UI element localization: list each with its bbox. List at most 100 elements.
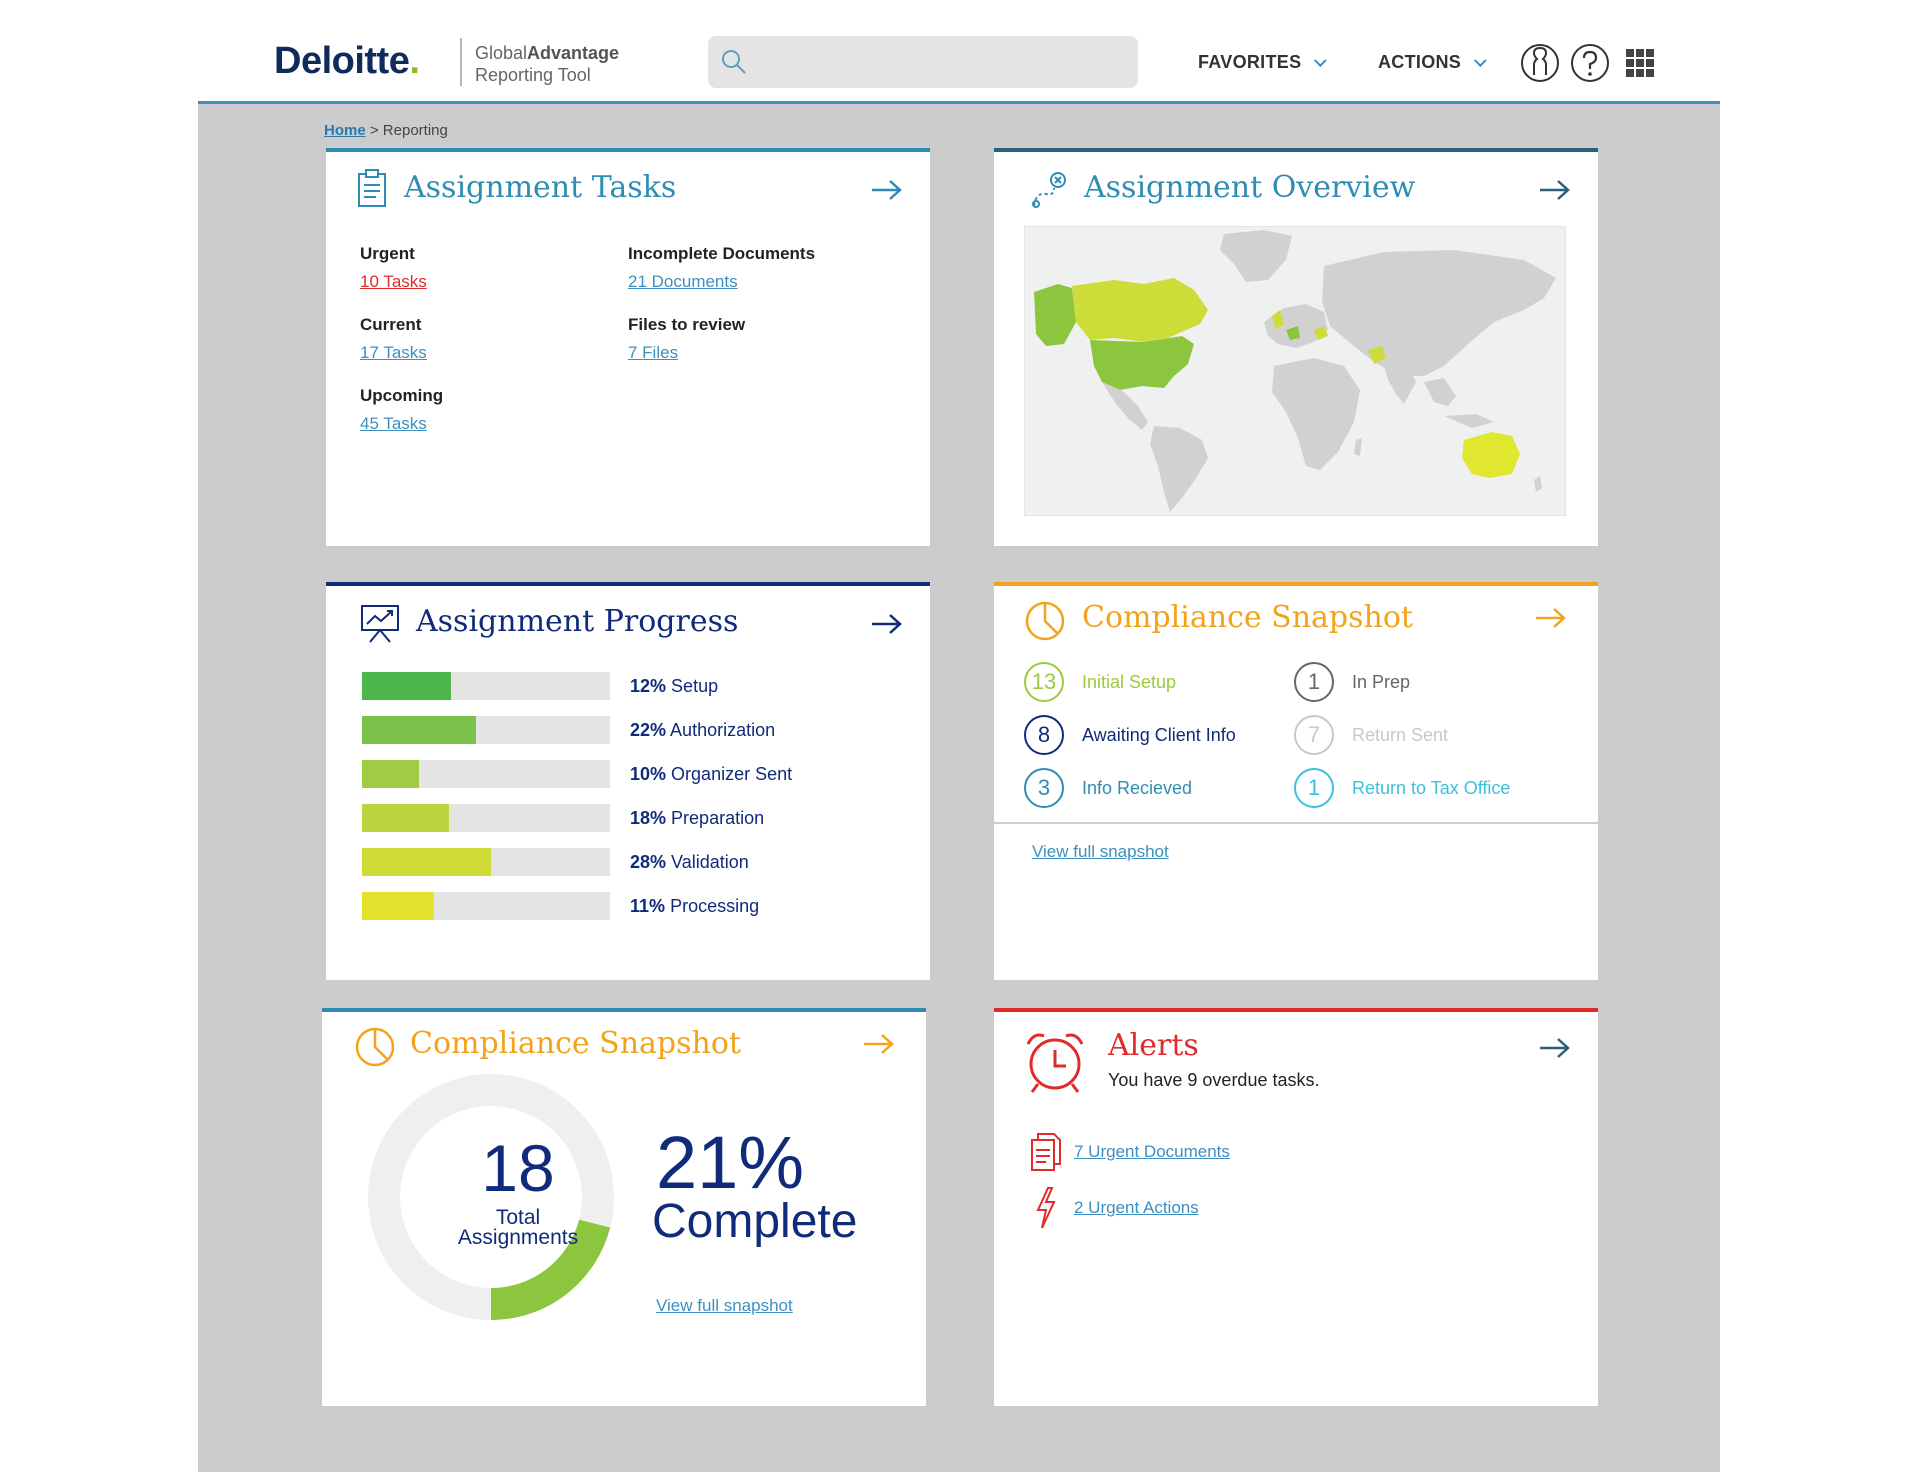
search-icon[interactable] (720, 48, 748, 76)
progress-percent: 18% (630, 808, 667, 828)
progress-stage: Preparation (671, 808, 765, 828)
status-label: Info Recieved (1082, 778, 1193, 798)
arrow-right-icon[interactable] (1538, 178, 1572, 202)
progress-percent: 12% (630, 676, 667, 696)
card-accent-bar (994, 582, 1598, 586)
status-count-badge: 1 (1294, 768, 1334, 808)
view-full-snapshot-link[interactable]: View full snapshot (656, 1296, 793, 1315)
percent-complete-label: Complete (652, 1195, 858, 1248)
card-title: Compliance Snapshot (410, 1026, 741, 1061)
percent-complete-value: 21% (656, 1121, 805, 1204)
favorites-menu[interactable]: FAVORITES (1198, 52, 1328, 73)
progress-label: 28% Validation (630, 852, 749, 873)
task-label-urgent: Urgent (360, 244, 415, 263)
user-profile-icon[interactable] (1520, 43, 1560, 83)
view-full-snapshot-link[interactable]: View full snapshot (1032, 842, 1169, 861)
arrow-right-icon[interactable] (862, 1032, 896, 1056)
alerts-message: You have 9 overdue tasks. (1108, 1070, 1320, 1090)
task-link-upcoming[interactable]: 45 Tasks (360, 414, 427, 433)
progress-label: 10% Organizer Sent (630, 764, 792, 785)
arrow-right-icon[interactable] (870, 612, 904, 636)
progress-bar-track (362, 804, 610, 832)
progress-percent: 10% (630, 764, 667, 784)
section-divider (994, 822, 1598, 824)
status-label: Return to Tax Office (1352, 778, 1511, 798)
logo-dot: . (409, 40, 420, 82)
assignment-tasks-card: Assignment Tasks Urgent 10 Tasks Current… (326, 148, 930, 546)
card-accent-bar (326, 582, 930, 586)
card-accent-bar (994, 148, 1598, 152)
actions-menu[interactable]: ACTIONS (1378, 52, 1487, 73)
task-link-documents[interactable]: 21 Documents (628, 272, 738, 291)
arrow-right-icon[interactable] (870, 178, 904, 202)
progress-label: 12% Setup (630, 676, 718, 697)
product-name-light: Global (475, 43, 528, 63)
product-subtitle: Reporting Tool (475, 65, 591, 85)
status-label: Return Sent (1352, 725, 1449, 745)
header-divider (460, 38, 462, 86)
assignment-overview-card: Assignment Overview (994, 148, 1598, 546)
breadcrumb: Home > Reporting (324, 122, 448, 139)
status-count-badge: 8 (1024, 715, 1064, 755)
pie-chart-icon (1025, 601, 1065, 641)
card-title: Alerts (1108, 1028, 1199, 1063)
compliance-snapshot-donut-card: Compliance Snapshot 18 Total Assignments… (322, 1008, 926, 1406)
progress-bar-track (362, 760, 610, 788)
total-label-line1: Total (495, 1206, 541, 1229)
progress-bar-fill (362, 672, 452, 700)
lightning-bolt-icon (1036, 1187, 1056, 1229)
dashboard-content: Home > Reporting Assignment Tasks Urgent… (198, 104, 1720, 1472)
arrow-right-icon[interactable] (1538, 1036, 1572, 1060)
card-title: Assignment Overview (1084, 170, 1416, 205)
progress-label: 11% Processing (630, 896, 759, 917)
chevron-down-icon (1474, 54, 1487, 68)
card-title: Assignment Tasks (404, 170, 677, 205)
presentation-chart-icon (361, 605, 399, 643)
progress-stage: Authorization (670, 720, 776, 740)
help-icon[interactable] (1570, 43, 1610, 83)
task-link-files[interactable]: 7 Files (628, 343, 679, 362)
task-label-upcoming: Upcoming (360, 386, 444, 405)
breadcrumb-home-link[interactable]: Home (324, 122, 366, 139)
progress-bar-track (362, 892, 610, 920)
task-label-incomplete-documents: Incomplete Documents (628, 244, 816, 263)
progress-bar-track (362, 672, 610, 700)
treasure-map-icon (1032, 172, 1066, 208)
progress-percent: 22% (630, 720, 667, 740)
progress-label: 18% Preparation (630, 808, 764, 829)
status-label: In Prep (1352, 672, 1411, 692)
status-count-badge: 13 (1024, 662, 1064, 702)
deloitte-logo[interactable]: Deloitte. (274, 40, 420, 83)
search-input[interactable] (756, 46, 1116, 78)
progress-bar-fill (362, 892, 434, 920)
total-label-line2: Assignments (457, 1226, 579, 1249)
arrow-right-icon[interactable] (1534, 606, 1568, 630)
product-name: GlobalAdvantage Reporting Tool (475, 42, 619, 86)
card-title: Assignment Progress (416, 604, 739, 639)
status-label: Awaiting Client Info (1082, 725, 1236, 745)
favorites-label: FAVORITES (1198, 52, 1302, 72)
world-map[interactable] (1024, 226, 1566, 516)
urgent-actions-link[interactable]: 2 Urgent Actions (1074, 1198, 1199, 1217)
card-accent-bar (322, 1008, 926, 1012)
urgent-documents-link[interactable]: 7 Urgent Documents (1074, 1142, 1230, 1161)
total-assignments-label: Total Assignments (418, 1206, 618, 1249)
donut-complete-segment (490, 1219, 611, 1320)
pie-chart-icon (355, 1027, 395, 1067)
task-link-urgent[interactable]: 10 Tasks (360, 272, 427, 291)
breadcrumb-separator: > (365, 122, 383, 139)
status-count-badge: 7 (1294, 715, 1334, 755)
card-title: Compliance Snapshot (1082, 600, 1413, 635)
progress-bar-track (362, 848, 610, 876)
card-accent-bar (994, 1008, 1598, 1012)
progress-stage: Organizer Sent (671, 764, 793, 784)
progress-stage: Processing (670, 896, 760, 916)
alarm-clock-icon (1026, 1033, 1084, 1093)
assignment-progress-card: Assignment Progress 12% Setup 22% Author… (326, 582, 930, 980)
task-link-current[interactable]: 17 Tasks (360, 343, 427, 362)
progress-stage: Validation (671, 852, 749, 872)
top-header: Deloitte. GlobalAdvantage Reporting Tool… (198, 0, 1720, 104)
progress-percent: 28% (630, 852, 667, 872)
app-grid-icon[interactable] (1620, 43, 1660, 83)
search-bar[interactable] (708, 36, 1138, 88)
